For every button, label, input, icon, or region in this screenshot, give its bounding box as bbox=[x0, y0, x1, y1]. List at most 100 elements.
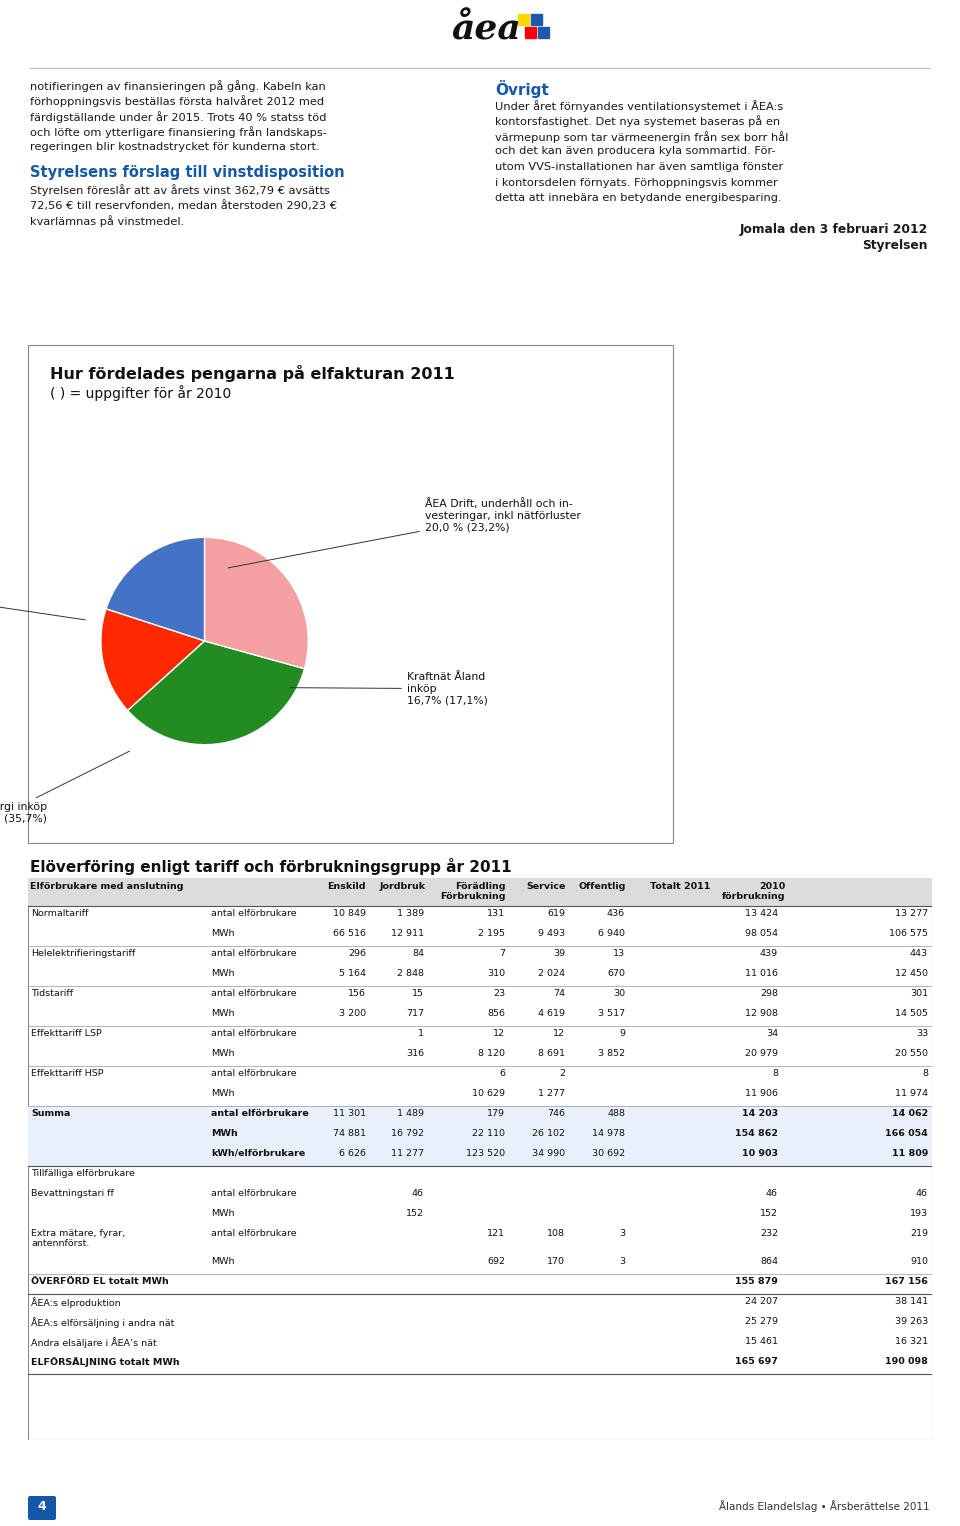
Text: ÅEA Drift, underhåll och in-
vesteringar, inkl nätförluster
20,0 % (23,2%): ÅEA Drift, underhåll och in- vesteringar… bbox=[228, 499, 581, 568]
Text: 296: 296 bbox=[348, 949, 366, 958]
Text: 8 120: 8 120 bbox=[478, 1048, 505, 1058]
Text: ELFÖRSÄLJNING totalt MWh: ELFÖRSÄLJNING totalt MWh bbox=[31, 1357, 180, 1367]
Text: kWh/elförbrukare: kWh/elförbrukare bbox=[211, 1149, 305, 1158]
Text: 12: 12 bbox=[553, 1029, 565, 1038]
Text: 167 156: 167 156 bbox=[885, 1277, 928, 1286]
Text: 16 792: 16 792 bbox=[391, 1129, 424, 1138]
Text: 14 505: 14 505 bbox=[895, 1009, 928, 1018]
Text: 13: 13 bbox=[612, 949, 625, 958]
Text: 619: 619 bbox=[547, 909, 565, 919]
Text: 179: 179 bbox=[487, 1109, 505, 1119]
Bar bbox=[28, 1106, 932, 1126]
Text: 22 110: 22 110 bbox=[472, 1129, 505, 1138]
Text: 310: 310 bbox=[487, 969, 505, 978]
Wedge shape bbox=[128, 641, 304, 745]
Text: 9: 9 bbox=[619, 1029, 625, 1038]
Text: värmepunp som tar värmeenergin från sex borr hål: värmepunp som tar värmeenergin från sex … bbox=[495, 131, 788, 143]
Text: 14 978: 14 978 bbox=[592, 1129, 625, 1138]
Text: utom VVS-installationen har även samtliga fönster: utom VVS-installationen har även samtlig… bbox=[495, 162, 783, 172]
Text: 8: 8 bbox=[922, 1070, 928, 1077]
Text: 74: 74 bbox=[553, 989, 565, 998]
Text: 15: 15 bbox=[412, 989, 424, 998]
Text: 8 691: 8 691 bbox=[538, 1048, 565, 1058]
Text: Bevattningstari ff: Bevattningstari ff bbox=[31, 1189, 114, 1198]
Text: MWh: MWh bbox=[211, 929, 234, 938]
Text: 84: 84 bbox=[412, 949, 424, 958]
Text: 436: 436 bbox=[607, 909, 625, 919]
Text: 30: 30 bbox=[612, 989, 625, 998]
Text: 301: 301 bbox=[910, 989, 928, 998]
Bar bbox=[28, 345, 673, 842]
Text: 13 424: 13 424 bbox=[745, 909, 778, 919]
Text: 7: 7 bbox=[499, 949, 505, 958]
Text: 98 054: 98 054 bbox=[745, 929, 778, 938]
Text: Ålands Elandelslag • Årsberättelse 2011: Ålands Elandelslag • Årsberättelse 2011 bbox=[719, 1500, 930, 1512]
Text: åea: åea bbox=[452, 12, 521, 46]
Text: 152: 152 bbox=[760, 1209, 778, 1218]
Text: 34: 34 bbox=[766, 1029, 778, 1038]
Text: 152: 152 bbox=[406, 1209, 424, 1218]
Text: 156: 156 bbox=[348, 989, 366, 998]
Text: 10 629: 10 629 bbox=[472, 1090, 505, 1099]
Text: Effekttariff HSP: Effekttariff HSP bbox=[31, 1070, 104, 1077]
Text: i kontorsdelen förnyats. Förhoppningsvis kommer: i kontorsdelen förnyats. Förhoppningsvis… bbox=[495, 177, 778, 188]
Text: MWh: MWh bbox=[211, 1129, 238, 1138]
Text: 3: 3 bbox=[619, 1228, 625, 1238]
Text: 38 141: 38 141 bbox=[895, 1297, 928, 1306]
Text: 11 974: 11 974 bbox=[895, 1090, 928, 1099]
Text: Övrigt: Övrigt bbox=[495, 79, 549, 98]
Text: 26 102: 26 102 bbox=[532, 1129, 565, 1138]
Text: 3 517: 3 517 bbox=[598, 1009, 625, 1018]
Wedge shape bbox=[204, 537, 308, 668]
Text: 46: 46 bbox=[916, 1189, 928, 1198]
Text: ( ) = uppgifter för år 2010: ( ) = uppgifter för år 2010 bbox=[50, 385, 231, 401]
Text: Andra elsäljare i ÅEA’s nät: Andra elsäljare i ÅEA’s nät bbox=[31, 1337, 156, 1347]
Text: MWh: MWh bbox=[211, 969, 234, 978]
Text: 25 279: 25 279 bbox=[745, 1317, 778, 1326]
Wedge shape bbox=[106, 537, 204, 641]
Text: 316: 316 bbox=[406, 1048, 424, 1058]
Text: 14 062: 14 062 bbox=[892, 1109, 928, 1119]
Text: 166 054: 166 054 bbox=[885, 1129, 928, 1138]
Text: 14 203: 14 203 bbox=[742, 1109, 778, 1119]
Text: Totalt 2011: Totalt 2011 bbox=[650, 882, 710, 891]
Text: 154 862: 154 862 bbox=[735, 1129, 778, 1138]
Text: 298: 298 bbox=[760, 989, 778, 998]
Text: Styrelsen föreslår att av årets vinst 362,79 € avsätts: Styrelsen föreslår att av årets vinst 36… bbox=[30, 185, 330, 197]
Text: Elförbrukare med anslutning: Elförbrukare med anslutning bbox=[30, 882, 183, 891]
Text: 72,56 € till reservfonden, medan återstoden 290,23 €: 72,56 € till reservfonden, medan återsto… bbox=[30, 200, 337, 211]
Bar bbox=[28, 877, 932, 906]
Text: 11 809: 11 809 bbox=[892, 1149, 928, 1158]
Text: Förädling
Förbrukning: Förädling Förbrukning bbox=[441, 882, 506, 902]
Text: 717: 717 bbox=[406, 1009, 424, 1018]
Text: antal elförbrukare: antal elförbrukare bbox=[211, 1189, 297, 1198]
Text: 864: 864 bbox=[760, 1257, 778, 1267]
Text: antal elförbrukare: antal elförbrukare bbox=[211, 1029, 297, 1038]
Text: 692: 692 bbox=[487, 1257, 505, 1267]
Text: 39: 39 bbox=[553, 949, 565, 958]
Text: Elaccis + moms
29,3% (24,0%): Elaccis + moms 29,3% (24,0%) bbox=[0, 584, 85, 620]
Text: 13 277: 13 277 bbox=[895, 909, 928, 919]
Text: 910: 910 bbox=[910, 1257, 928, 1267]
Text: 1 389: 1 389 bbox=[396, 909, 424, 919]
Text: 10 849: 10 849 bbox=[333, 909, 366, 919]
Text: 6 626: 6 626 bbox=[339, 1149, 366, 1158]
Text: 46: 46 bbox=[766, 1189, 778, 1198]
Text: 11 906: 11 906 bbox=[745, 1090, 778, 1099]
Text: 33: 33 bbox=[916, 1029, 928, 1038]
Text: Extra mätare, fyrar,
antennförst.: Extra mätare, fyrar, antennförst. bbox=[31, 1228, 125, 1248]
Text: Jordbruk: Jordbruk bbox=[380, 882, 426, 891]
Text: 12 450: 12 450 bbox=[895, 969, 928, 978]
Text: 488: 488 bbox=[607, 1109, 625, 1119]
Text: Kraftnät Åland
inköp
16,7% (17,1%): Kraftnät Åland inköp 16,7% (17,1%) bbox=[290, 671, 488, 705]
Text: 23: 23 bbox=[492, 989, 505, 998]
Text: MWh: MWh bbox=[211, 1048, 234, 1058]
Text: 10 903: 10 903 bbox=[742, 1149, 778, 1158]
Text: 20 550: 20 550 bbox=[895, 1048, 928, 1058]
Text: 165 697: 165 697 bbox=[735, 1357, 778, 1366]
Text: 11 301: 11 301 bbox=[333, 1109, 366, 1119]
Text: Tillfälliga elförbrukare: Tillfälliga elförbrukare bbox=[31, 1169, 134, 1178]
Text: 121: 121 bbox=[487, 1228, 505, 1238]
Text: notifieringen av finansieringen på gång. Kabeln kan: notifieringen av finansieringen på gång.… bbox=[30, 79, 325, 92]
Text: 39 263: 39 263 bbox=[895, 1317, 928, 1326]
